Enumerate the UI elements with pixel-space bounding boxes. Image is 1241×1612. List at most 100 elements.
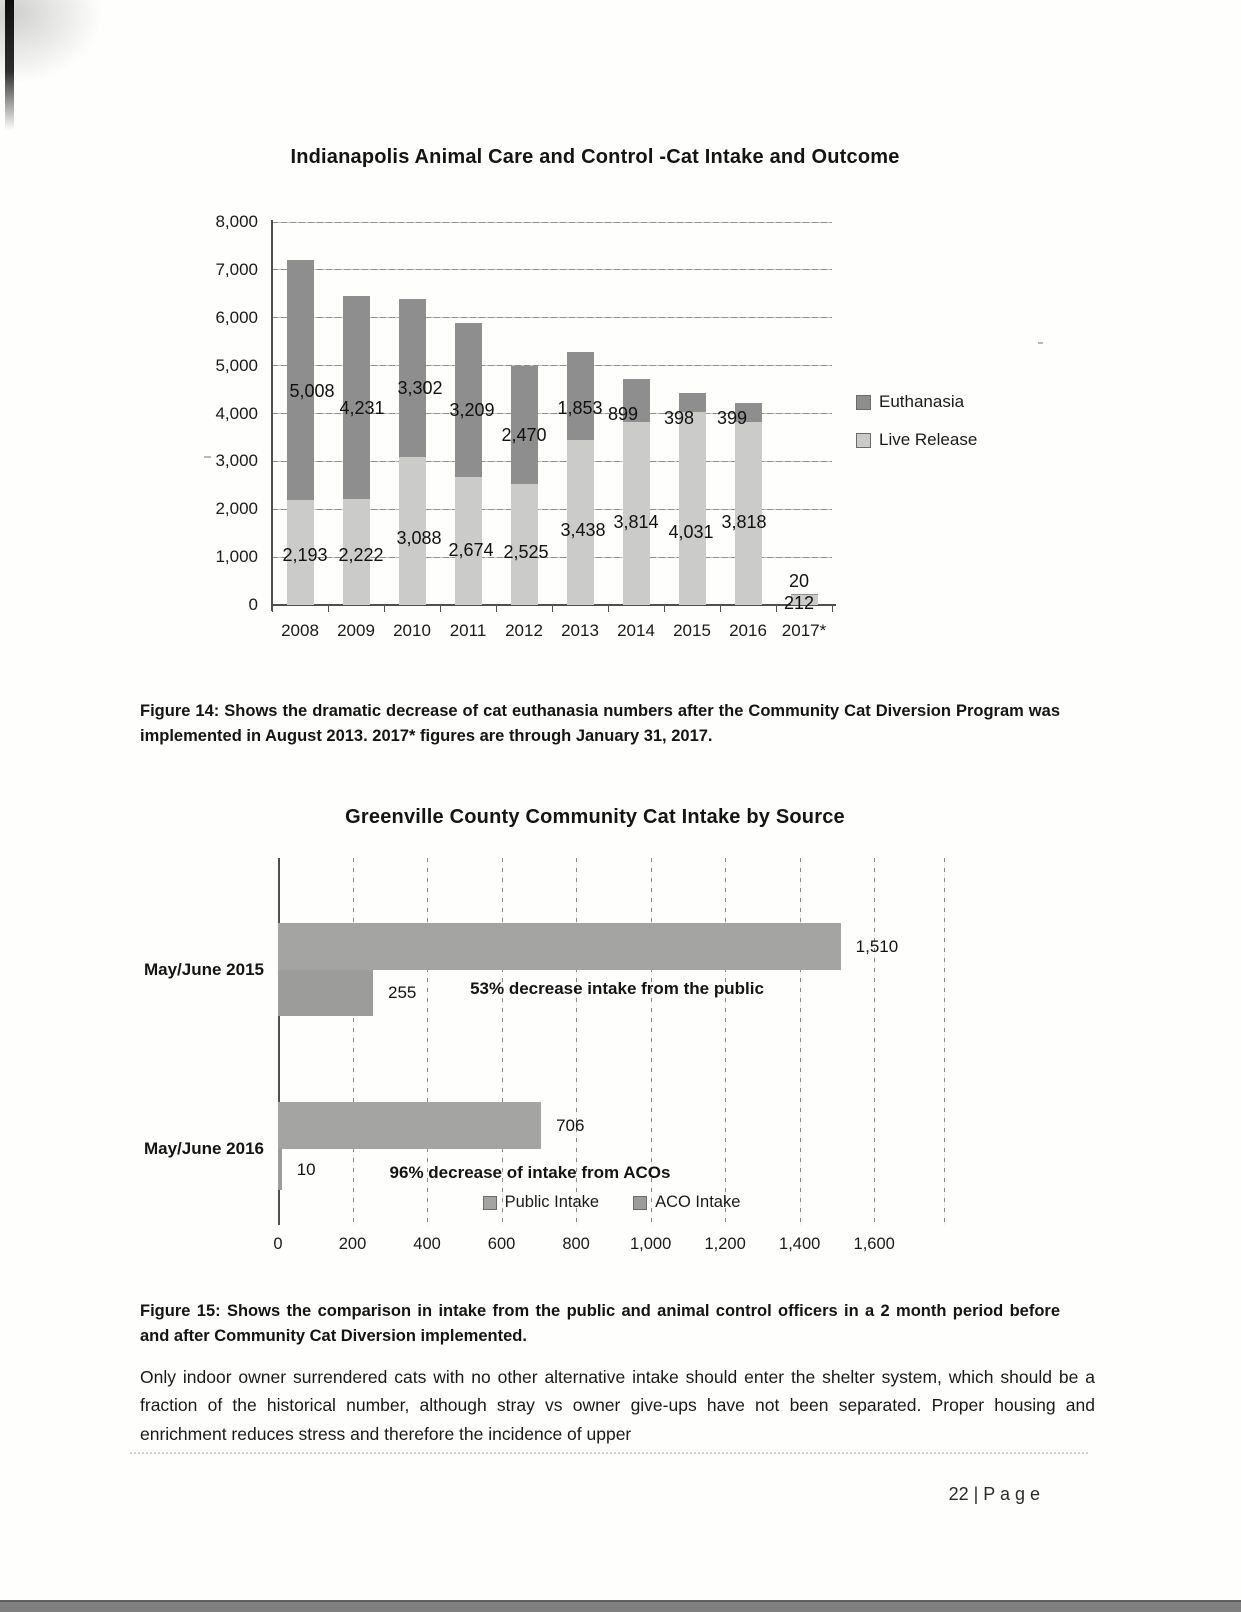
y-gridline bbox=[272, 317, 832, 319]
x-gridline bbox=[725, 858, 727, 1225]
bar-aco-intake bbox=[278, 970, 374, 1016]
x-axis-tick-label: 1,200 bbox=[704, 1235, 746, 1253]
page-number: 22 | P a g e bbox=[948, 1484, 1040, 1504]
x-axis-tick bbox=[328, 605, 329, 612]
live-release-value-label: 2,674 bbox=[448, 540, 494, 560]
bar-segment-live-release bbox=[566, 440, 594, 605]
x-axis-tick bbox=[440, 605, 441, 612]
scan-corner-artifact bbox=[5, 0, 14, 130]
x-axis-tick bbox=[664, 605, 665, 612]
bar-segment-euthanasia bbox=[734, 403, 762, 423]
x-axis-category-label: 2010 bbox=[393, 621, 431, 640]
footer-divider bbox=[130, 1452, 1088, 1454]
figure15-horizontal-bar-chart: 1,510 255 706 10 53% decrease intake from th… bbox=[140, 845, 1100, 1275]
bar-segment-live-release bbox=[622, 422, 650, 605]
x-gridline bbox=[427, 858, 429, 1225]
euthanasia-value-label: 899 bbox=[607, 404, 639, 424]
category-label-may-june-2015: May/June 2015 bbox=[143, 960, 264, 979]
x-axis-tick-label: 200 bbox=[338, 1235, 367, 1253]
live-release-value-label: 3,814 bbox=[613, 512, 659, 532]
live-release-value-label: 3,818 bbox=[721, 512, 767, 532]
y-gridline bbox=[272, 556, 832, 558]
figure14-stacked-bar-chart: 5,008 2,193 4,231 2,222 3,302 3,088 3,209 2,674… bbox=[132, 196, 1132, 666]
x-axis-category-label: 2011 bbox=[449, 621, 487, 640]
x-axis-tick bbox=[552, 605, 553, 612]
x-axis-tick bbox=[776, 605, 777, 612]
x-gridline bbox=[501, 858, 503, 1225]
legend-label: Public Intake bbox=[504, 1193, 600, 1211]
bar-segment-live-release bbox=[398, 457, 426, 605]
bar-segment-live-release bbox=[734, 422, 762, 605]
y-axis-tick-label: 5,000 bbox=[215, 355, 258, 375]
x-axis-tick-label: 600 bbox=[487, 1235, 516, 1253]
y-axis-line bbox=[278, 858, 280, 1225]
legend-item: Public Intake bbox=[482, 1193, 600, 1212]
y-axis-tick-label: 3,000 bbox=[215, 451, 258, 471]
y-gridline bbox=[272, 365, 832, 367]
x-axis-category-label: 2013 bbox=[561, 621, 599, 640]
x-gridline bbox=[944, 858, 945, 1225]
public-intake-value-label: 1,510 bbox=[855, 936, 899, 956]
bar-segment-euthanasia bbox=[678, 392, 706, 412]
public-intake-legend-swatch bbox=[482, 1195, 497, 1210]
bar-segment-live-release bbox=[286, 500, 314, 605]
x-axis-line bbox=[272, 604, 836, 606]
live-release-value-label: 3,088 bbox=[396, 528, 442, 548]
y-axis-tick-label: 2,000 bbox=[215, 499, 258, 519]
public-intake-value-label: 706 bbox=[556, 1115, 585, 1135]
x-axis-tick-label: 400 bbox=[413, 1235, 441, 1253]
x-gridline bbox=[650, 858, 652, 1225]
category-label-may-june-2016: May/June 2016 bbox=[143, 1139, 264, 1158]
y-axis-tick-label: 0 bbox=[248, 595, 258, 614]
aco-intake-value-label: 10 bbox=[296, 1159, 316, 1179]
y-gridline bbox=[272, 460, 832, 462]
x-axis-category-label: 2008 bbox=[281, 621, 319, 640]
x-axis-tick-label: 0 bbox=[273, 1235, 283, 1253]
bar-segment-euthanasia bbox=[510, 365, 538, 485]
x-axis-category-label: 2014 bbox=[617, 621, 655, 640]
legend-item: ACO Intake bbox=[633, 1193, 740, 1212]
annotation-aco-decrease: 96% decrease of intake from ACOs bbox=[389, 1163, 671, 1182]
euthanasia-value-label: 4,231 bbox=[339, 398, 385, 418]
x-gridline bbox=[799, 858, 801, 1225]
live-release-value-label: 2,193 bbox=[282, 545, 328, 565]
euthanasia-legend-swatch bbox=[856, 394, 871, 410]
x-axis-category-label: 2017* bbox=[781, 621, 827, 640]
euthanasia-value-label: 398 bbox=[663, 408, 695, 428]
euthanasia-value-label: 5,008 bbox=[289, 381, 335, 401]
bar-segment-live-release bbox=[342, 498, 370, 605]
legend-item: Live Release bbox=[856, 430, 977, 450]
euthanasia-value-label: 20 bbox=[788, 571, 810, 591]
y-gridline bbox=[272, 221, 832, 223]
live-release-legend-swatch bbox=[856, 432, 871, 448]
live-release-value-label: 2,222 bbox=[338, 545, 384, 565]
scan-speck-artifact bbox=[204, 456, 211, 458]
bar-segment-live-release bbox=[454, 476, 482, 605]
plot-area: 5,008 2,193 4,231 2,222 3,302 3,088 3,209 2,674… bbox=[271, 220, 836, 613]
live-release-value-label: 212 bbox=[783, 593, 815, 613]
x-gridline bbox=[576, 858, 578, 1225]
figure15-caption: Figure 15: Shows the comparison in intak… bbox=[140, 1301, 1060, 1346]
x-axis-tick bbox=[272, 605, 273, 612]
x-axis-tick bbox=[608, 605, 609, 612]
live-release-value-label: 4,031 bbox=[668, 522, 714, 542]
euthanasia-value-label: 3,302 bbox=[397, 378, 443, 398]
bar-segment-live-release bbox=[678, 412, 706, 605]
legend-label: ACO Intake bbox=[655, 1193, 741, 1211]
y-axis-line bbox=[271, 220, 273, 611]
bar-segment-euthanasia bbox=[454, 323, 482, 477]
bar-public-intake bbox=[278, 1102, 542, 1149]
legend-item: Euthanasia bbox=[856, 392, 964, 412]
scan-smudge-artifact bbox=[0, 0, 110, 90]
bar-segment-euthanasia bbox=[622, 379, 650, 423]
bar-segment-live-release bbox=[790, 594, 818, 605]
x-axis-category-label: 2016 bbox=[729, 621, 767, 640]
plot-area: 1,510 255 706 10 53% decrease intake from th… bbox=[278, 858, 945, 1225]
scan-bottom-band-artifact bbox=[0, 1600, 1241, 1612]
x-axis-category-label: 2012 bbox=[505, 621, 543, 640]
x-axis-tick-label: 800 bbox=[562, 1235, 590, 1253]
y-gridline bbox=[272, 508, 832, 510]
x-axis-tick-label: 1,600 bbox=[853, 1235, 895, 1253]
live-release-value-label: 2,525 bbox=[503, 542, 549, 562]
